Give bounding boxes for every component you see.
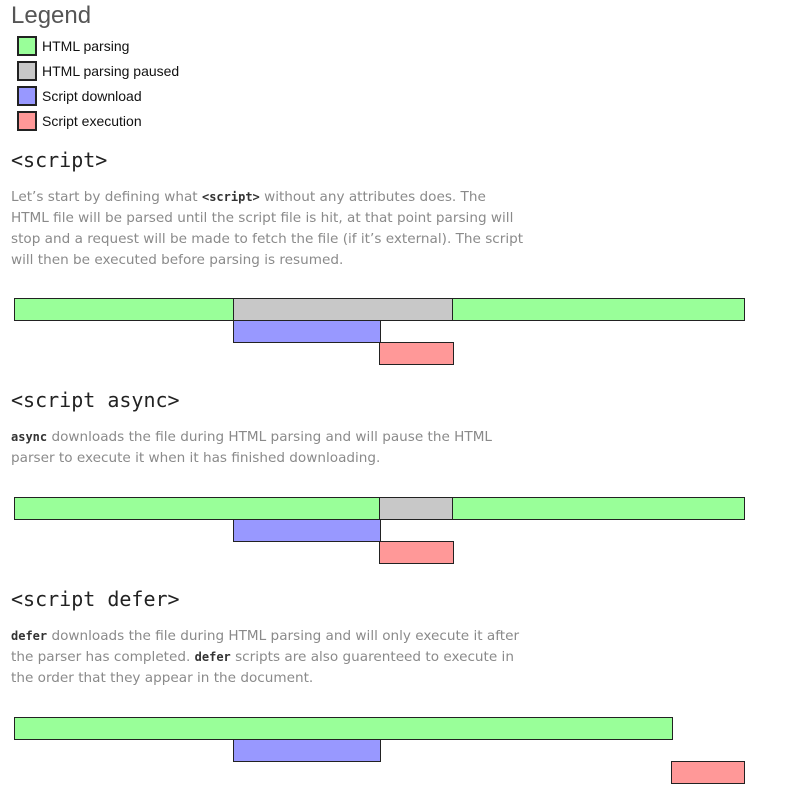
legend-label: HTML parsing paused	[42, 63, 180, 79]
inline-code: async	[11, 430, 48, 444]
bar-html-parsing-paused	[233, 298, 454, 321]
section-heading-defer: <script defer>	[11, 587, 180, 611]
text: Let’s start by defining what	[11, 189, 202, 205]
text: scripts are also guarenteed to execute i…	[11, 649, 514, 686]
inline-code: defer	[194, 650, 231, 664]
bar-script-download	[233, 739, 381, 762]
section-heading-async: <script async>	[11, 388, 180, 412]
bar-html-parsing	[14, 497, 381, 520]
bar-script-download	[233, 320, 381, 343]
legend-label: Script execution	[42, 113, 142, 129]
bar-script-execution	[671, 761, 745, 784]
section-text-defer: defer downloads the file during HTML par…	[11, 626, 526, 689]
blue-swatch	[17, 86, 37, 106]
bar-html-parsing	[452, 298, 745, 321]
legend-item-script-execution: Script execution	[17, 110, 142, 132]
text: without any attributes does. The HTML fi…	[11, 189, 524, 268]
gray-swatch	[17, 61, 37, 81]
legend-label: Script download	[42, 88, 142, 104]
legend-label: HTML parsing	[42, 38, 130, 54]
bar-html-parsing	[452, 497, 745, 520]
green-swatch	[17, 36, 37, 56]
legend-item-html-parsing: HTML parsing	[17, 35, 129, 57]
legend-item-script-download: Script download	[17, 85, 142, 107]
text: downloads the file during HTML parsing a…	[11, 429, 492, 466]
legend-title: Legend	[11, 2, 92, 29]
bar-script-download	[233, 519, 381, 542]
inline-code: <script>	[201, 190, 260, 204]
bar-html-parsing-paused	[379, 497, 454, 520]
text: downloads the file during HTML parsing a…	[11, 628, 520, 665]
bar-script-execution	[379, 541, 454, 564]
bar-html-parsing	[14, 298, 235, 321]
inline-code: defer	[11, 629, 48, 643]
red-swatch	[17, 111, 37, 131]
bar-html-parsing	[14, 717, 673, 740]
legend-item-html-parsing-paused: HTML parsing paused	[17, 60, 179, 82]
section-text-async: async downloads the file during HTML par…	[11, 427, 526, 469]
bar-script-execution	[379, 342, 454, 365]
section-text-script: Let’s start by defining what <script> wi…	[11, 187, 526, 271]
section-heading-script: <script>	[11, 148, 108, 172]
